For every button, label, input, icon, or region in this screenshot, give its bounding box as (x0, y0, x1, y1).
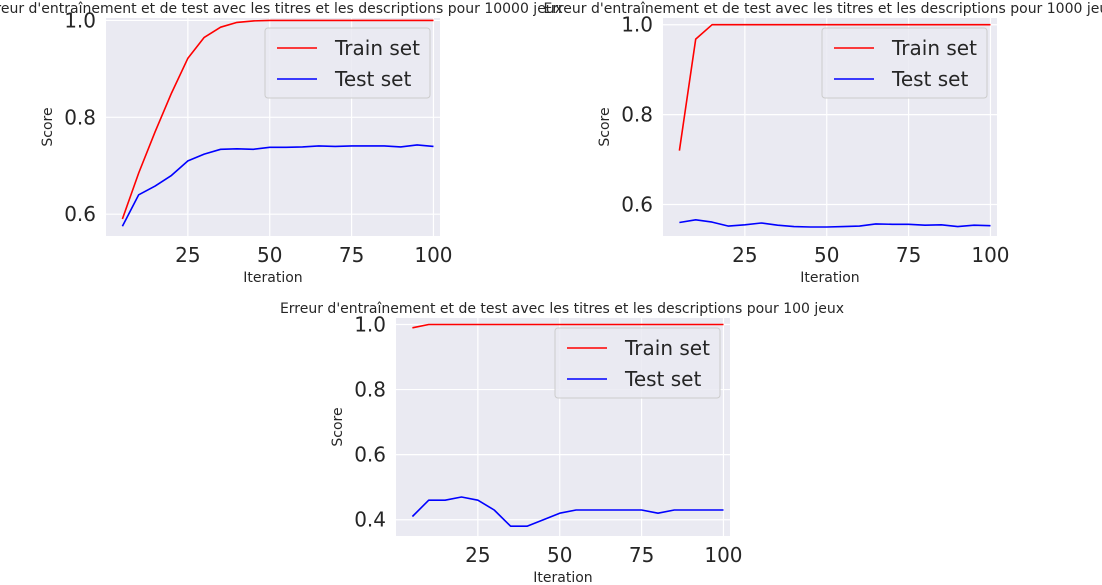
x-tick-label: 75 (896, 243, 921, 267)
chart-title: Erreur d'entraînement et de test avec le… (0, 1, 563, 17)
series-line-test-set (679, 219, 991, 228)
x-axis-label: Iteration (533, 570, 592, 585)
chart-title: Erreur d'entraînement et de test avec le… (280, 301, 844, 317)
x-tick-label: 100 (971, 243, 1009, 267)
y-tick-label: 0.6 (354, 443, 386, 467)
y-tick-label: 0.6 (64, 202, 96, 226)
legend: Train set Test set (554, 327, 721, 399)
x-tick-label: 75 (629, 543, 654, 567)
series-line-train-set (412, 323, 724, 329)
series-line-train-set (678, 23, 991, 151)
x-tick-label: 100 (704, 543, 742, 567)
x-tick-label: 25 (175, 243, 200, 267)
y-tick-label: 1.0 (64, 8, 96, 32)
y-axis-label: Score (330, 407, 346, 446)
legend-label: Train set (334, 36, 420, 60)
legend-box (264, 27, 431, 99)
x-tick-label: 100 (414, 243, 452, 267)
x-tick-label: 50 (814, 243, 839, 267)
x-tick-label: 25 (465, 543, 490, 567)
x-tick-label: 50 (547, 543, 572, 567)
y-tick-label: 0.4 (354, 508, 386, 532)
chart-panel-2: 25 50 75 100 0.6 0.8 1.0 Iteration Score Erreur d… (543, 1, 1102, 286)
chart-panel-3: 25 50 75 100 0.4 0.6 0.8 1.0 Iteration Score Erreu… (280, 301, 844, 585)
y-tick-label: 0.8 (354, 378, 386, 402)
legend-label: Test set (624, 367, 701, 391)
legend-label: Train set (891, 36, 977, 60)
legend-label: Train set (624, 336, 710, 360)
legend-box (554, 327, 721, 399)
legend: Train set Test set (821, 27, 988, 99)
chart-panel-1: 25 50 75 100 0.6 0.8 1.0 Iteration Score Erreur d… (0, 1, 563, 286)
x-axis-label: Iteration (243, 270, 302, 286)
x-tick-label: 25 (732, 243, 757, 267)
y-axis-label: Score (40, 107, 56, 146)
legend-label: Test set (334, 67, 411, 91)
y-tick-label: 0.8 (621, 103, 653, 127)
series-line-test-set (411, 496, 724, 528)
y-tick-label: 0.6 (621, 193, 653, 217)
x-tick-label: 75 (339, 243, 364, 267)
x-axis-label: Iteration (800, 270, 859, 286)
y-axis-label: Score (597, 107, 613, 146)
legend-box (821, 27, 988, 99)
y-tick-label: 1.0 (621, 13, 653, 37)
series-line-train-set (121, 19, 434, 220)
series-line-test-set (121, 144, 434, 227)
legend-label: Test set (891, 67, 968, 91)
chart-title: Erreur d'entraînement et de test avec le… (543, 1, 1102, 17)
x-tick-label: 50 (257, 243, 282, 267)
y-tick-label: 1.0 (354, 313, 386, 337)
legend: Train set Test set (264, 27, 431, 99)
y-tick-label: 0.8 (64, 105, 96, 129)
